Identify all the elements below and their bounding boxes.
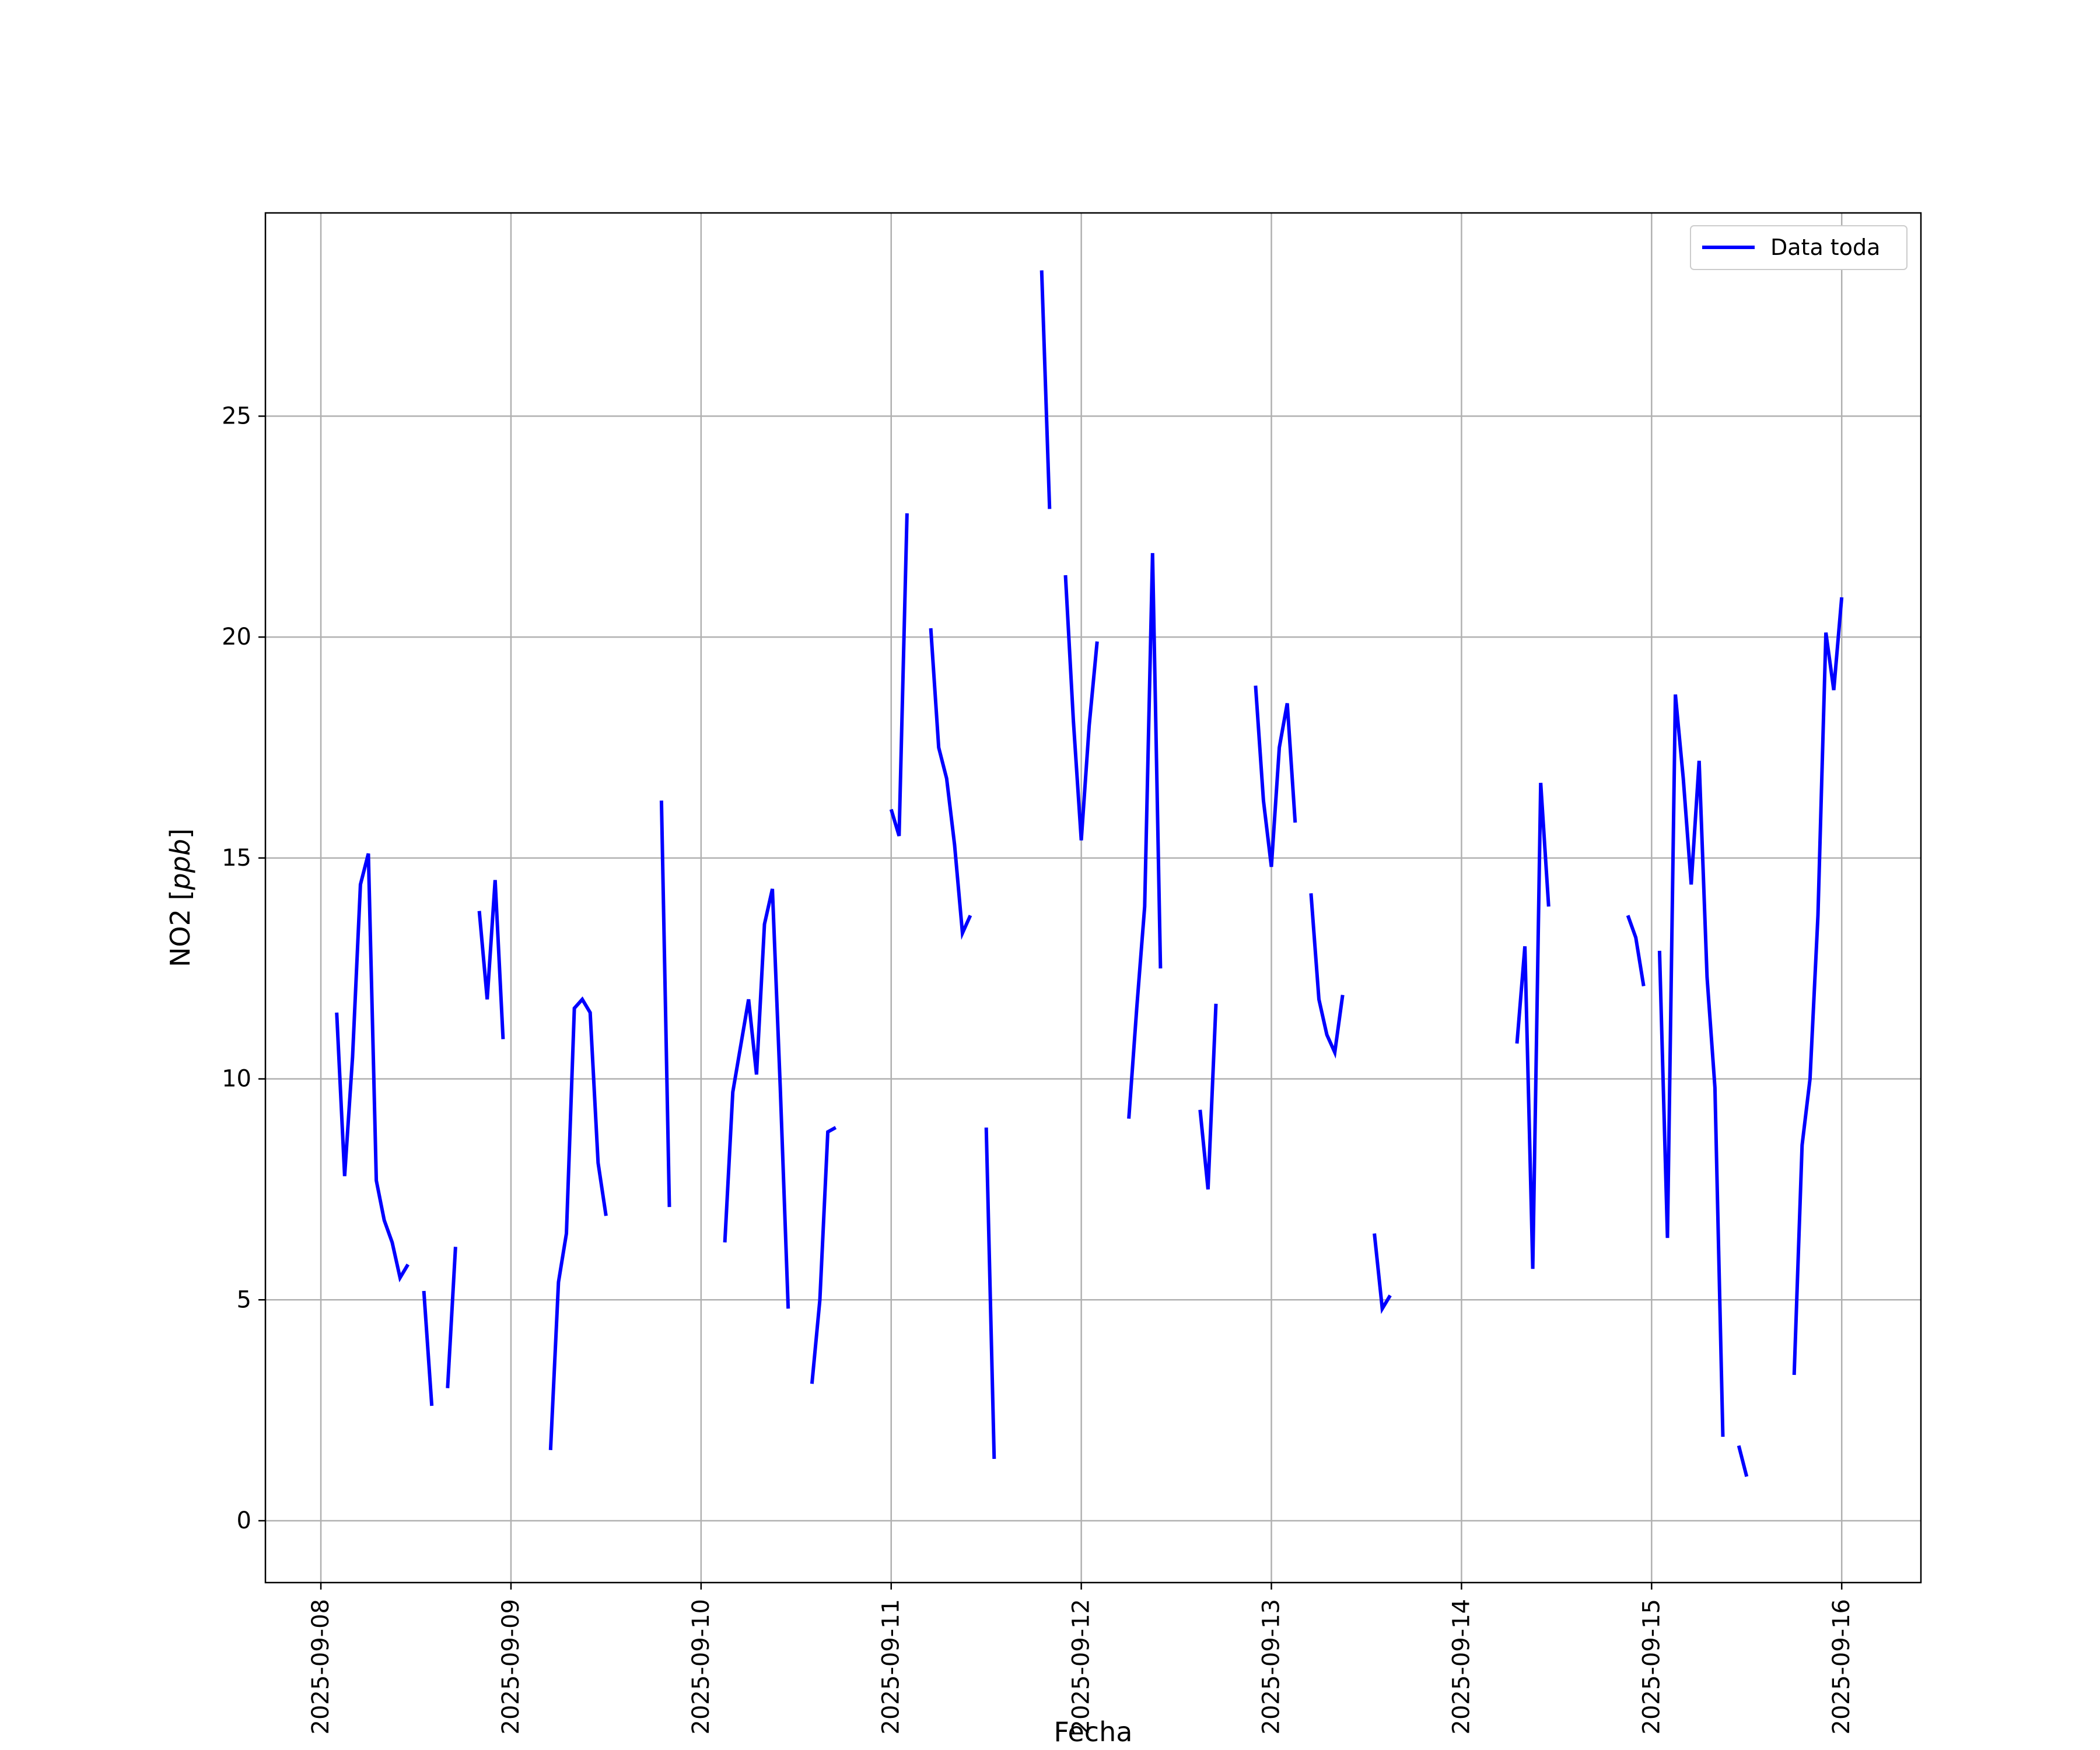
series-line-segment <box>1063 575 1099 841</box>
y-tick-label: 10 <box>222 1066 251 1093</box>
series-line-segment <box>1626 915 1646 986</box>
y-tick-label: 5 <box>237 1286 251 1313</box>
x-tick-label: 2025-09-16 <box>1828 1599 1855 1734</box>
series-line-segment <box>1737 1445 1749 1477</box>
series-line-segment <box>477 880 505 1040</box>
series-line-segment <box>659 800 671 1208</box>
series-line-segment <box>889 513 909 836</box>
series-line-segment <box>1127 553 1163 1119</box>
series-line-segment <box>1309 893 1345 1059</box>
series-line-segment <box>1515 782 1550 1269</box>
x-tick-label: 2025-09-09 <box>498 1599 524 1734</box>
legend: Data toda <box>1690 225 1908 270</box>
x-tick-label: 2025-09-08 <box>307 1599 334 1734</box>
plot-frame <box>264 212 1922 1584</box>
x-axis-label: Fecha <box>1054 1716 1133 1748</box>
series-line-segment <box>1198 1003 1218 1190</box>
series-line-segment <box>1254 685 1297 867</box>
series-line-segment <box>1792 597 1844 1376</box>
x-tick-label: 2025-09-13 <box>1258 1599 1285 1734</box>
legend-label-data-toda: Data toda <box>1770 235 1880 260</box>
series-line-segment <box>1040 270 1052 509</box>
series-line-segment <box>723 888 790 1309</box>
x-tick-label: 2025-09-10 <box>688 1599 715 1734</box>
series-data-toda <box>335 270 1844 1477</box>
x-tick-label: 2025-09-12 <box>1068 1599 1095 1734</box>
series-line-segment <box>548 996 608 1450</box>
x-tick-label: 2025-09-14 <box>1448 1599 1475 1734</box>
y-tick-label: 15 <box>222 845 251 872</box>
series-line-segment <box>810 1126 837 1384</box>
axis-ticks: 2025-09-08 2025-09-09 2025-09-10 2025-09-11… <box>222 402 1855 1734</box>
y-tick-label: 0 <box>237 1507 251 1534</box>
series-line-segment <box>1657 694 1725 1437</box>
x-tick-label: 2025-09-11 <box>878 1599 905 1734</box>
series-line-segment <box>1373 1233 1392 1314</box>
x-tick-label: 2025-09-15 <box>1638 1599 1665 1734</box>
y-tick-label: 20 <box>222 624 251 650</box>
series-line-segment <box>446 1247 457 1388</box>
legend-box <box>1690 225 1908 270</box>
series-line-segment <box>929 628 972 940</box>
grid-lines <box>265 213 1921 1583</box>
series-line-segment <box>335 853 410 1283</box>
series-line-segment <box>984 1127 996 1459</box>
y-axis-label: NO2 [ppb] <box>164 828 196 967</box>
series-line-segment <box>422 1290 434 1406</box>
y-tick-label: 25 <box>222 402 251 429</box>
